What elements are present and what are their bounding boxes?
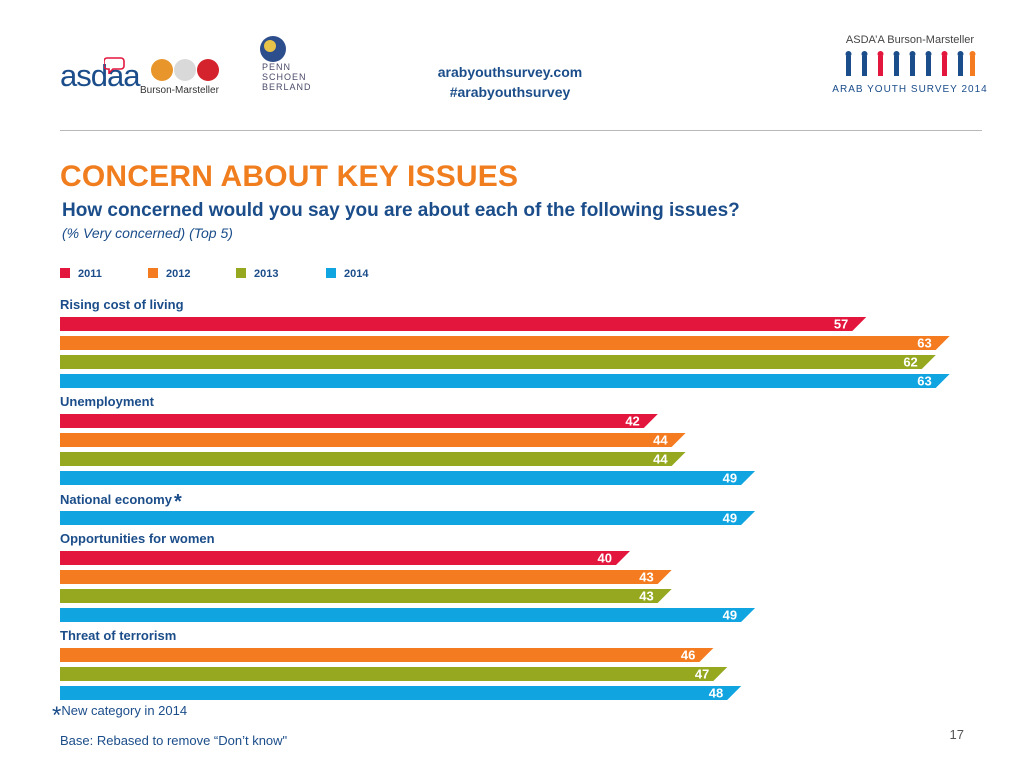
- legend-item-2011: 2011: [60, 268, 102, 280]
- bar-value-label-0-2014: 63: [917, 374, 931, 389]
- burson-marsteller-logo: Burson-Marsteller: [140, 85, 219, 96]
- psb-line-3: BERLAND: [262, 82, 312, 92]
- bar-value-label-3-2013: 43: [639, 589, 653, 604]
- site-info: arabyouthsurvey.com #arabyouthsurvey: [400, 62, 620, 102]
- bar-value-label-3-2012: 43: [639, 570, 653, 585]
- measure-note: (% Very concerned) (Top 5): [62, 225, 233, 241]
- legend-swatch-2013: [236, 268, 246, 278]
- bar-0-2014: [60, 374, 950, 388]
- bar-value-label-0-2012: 63: [917, 336, 931, 351]
- legend-label-2013: 2013: [254, 268, 279, 280]
- asdaa-logo-text: asdaa: [60, 58, 140, 93]
- bar-0-2012: [60, 336, 950, 350]
- legend-swatch-2012: [148, 268, 158, 278]
- psb-line-2: SCHOEN: [262, 72, 307, 82]
- bar-value-label-4-2012: 46: [681, 648, 695, 663]
- bar-value-label-1-2011: 42: [625, 414, 639, 429]
- brand-bottom: ARAB YOUTH SURVEY 2014: [832, 84, 988, 95]
- burson-marsteller-globes-icon: [151, 59, 219, 81]
- bar-2-2014: [60, 511, 756, 525]
- speech-bubble-icon: [104, 57, 125, 74]
- bar-4-2013: [60, 667, 728, 681]
- bar-3-2012: [60, 570, 672, 584]
- psb-line-1: PENN: [262, 62, 292, 72]
- footnote-new-category-text: New category in 2014: [61, 703, 188, 718]
- category-label-1: Unemployment: [60, 394, 154, 409]
- bar-value-label-4-2014: 48: [709, 686, 723, 701]
- bar-1-2014: [60, 471, 756, 485]
- legend-label-2011: 2011: [78, 268, 102, 280]
- legend-label-2012: 2012: [166, 268, 191, 280]
- bar-value-label-0-2011: 57: [834, 317, 848, 332]
- category-label-text: Unemployment: [60, 394, 154, 409]
- legend-item-2014: 2014: [326, 268, 368, 280]
- bar-value-label-3-2011: 40: [598, 551, 612, 566]
- category-label-text: Rising cost of living: [60, 297, 184, 312]
- bar-1-2012: [60, 433, 686, 447]
- bar-value-label-1-2012: 44: [653, 433, 668, 448]
- youth-figures-icon: [845, 51, 976, 76]
- site-url: arabyouthsurvey.com: [437, 64, 583, 80]
- psb-globe-icon: [260, 36, 286, 62]
- bar-4-2012: [60, 648, 714, 662]
- category-asterisk: *: [173, 491, 182, 513]
- category-label-text: Threat of terrorism: [60, 628, 177, 643]
- category-label-0: Rising cost of living: [60, 297, 184, 312]
- bar-4-2014: [60, 686, 742, 700]
- footnote-asterisk: *: [52, 702, 62, 729]
- bar-value-label-0-2013: 62: [903, 355, 917, 370]
- bar-value-label-1-2014: 49: [723, 471, 737, 486]
- category-label-text: National economy: [60, 492, 172, 507]
- page-number: 17: [949, 727, 964, 742]
- psb-logo: PENN SCHOEN BERLAND: [262, 62, 312, 92]
- bar-value-label-3-2014: 49: [723, 608, 737, 623]
- slide-subtitle: How concerned would you say you are abou…: [62, 200, 740, 221]
- bar-0-2011: [60, 317, 867, 331]
- legend-item-2012: 2012: [148, 268, 190, 280]
- bar-3-2014: [60, 608, 756, 622]
- brand-top: ASDA’A Burson-Marsteller: [845, 34, 975, 46]
- bar-value-label-1-2013: 44: [653, 452, 668, 467]
- category-label-3: Opportunities for women: [60, 531, 215, 546]
- legend-item-2013: 2013: [236, 268, 278, 280]
- footnote-new-category: *New category in 2014: [52, 702, 187, 730]
- slide-title: CONCERN ABOUT KEY ISSUES: [60, 160, 519, 193]
- bar-0-2013: [60, 355, 936, 369]
- asdaa-logo: asdaa: [60, 58, 140, 94]
- bar-1-2011: [60, 414, 658, 428]
- bar-value-label-2-2014: 49: [723, 511, 737, 526]
- category-label-2: National economy *: [60, 491, 182, 514]
- legend-swatch-2011: [60, 268, 70, 278]
- hashtag: #arabyouthsurvey: [449, 84, 571, 100]
- bar-3-2013: [60, 589, 672, 603]
- bar-3-2011: [60, 551, 630, 565]
- footnote-base: Base: Rebased to remove “Don’t know": [60, 733, 288, 748]
- burson-marsteller-text: Burson-Marsteller: [140, 85, 219, 96]
- legend-swatch-2014: [326, 268, 336, 278]
- legend-label-2014: 2014: [344, 268, 369, 280]
- header-divider: [60, 130, 982, 131]
- category-label-text: Opportunities for women: [60, 531, 215, 546]
- category-label-4: Threat of terrorism: [60, 628, 176, 643]
- bar-1-2013: [60, 452, 686, 466]
- bar-value-label-4-2013: 47: [695, 667, 709, 682]
